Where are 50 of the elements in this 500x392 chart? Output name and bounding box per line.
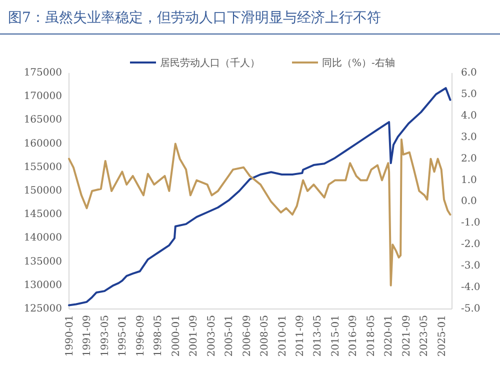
x-tick-label: 2021-09 (401, 315, 412, 357)
x-tick-label: 1998-05 (153, 315, 164, 357)
x-tick-label: 2023-05 (419, 315, 430, 357)
x-tick-label: 1993-05 (100, 315, 111, 357)
legend-label: 居民劳动人口（千人） (160, 57, 260, 69)
y-tick-label: 170000 (24, 91, 62, 102)
y2-tick-label: 6.0 (461, 68, 477, 78)
x-tick-label: 2008-05 (260, 315, 271, 357)
y-tick-label: 175000 (24, 68, 62, 78)
y-tick-label: 155000 (24, 162, 62, 173)
y-tick-label: 165000 (24, 114, 62, 126)
x-tick-label: 2006-09 (242, 315, 253, 357)
y-tick-label: 160000 (24, 138, 62, 150)
x-tick-label: 2013-05 (312, 315, 324, 357)
y2-tick-label: -2.0 (461, 239, 480, 250)
legend-label: 同比（%）-右轴 (322, 57, 395, 69)
y-tick-label: 145000 (24, 209, 62, 220)
line-series (68, 87, 452, 306)
y-tick-label: 130000 (24, 280, 62, 291)
x-tick-label: 1990-01 (64, 315, 76, 357)
y2-tick-label: 5.0 (461, 88, 477, 100)
y2-tick-label: 2.0 (461, 153, 477, 164)
x-tick-label: 2011-09 (295, 315, 306, 357)
x-tick-label: 2015-01 (330, 315, 342, 357)
y2-tick-label: -4.0 (461, 282, 480, 294)
y-tick-label: 150000 (24, 186, 62, 196)
x-tick-label: 1995-01 (118, 315, 129, 357)
x-tick-label: 2016-09 (348, 315, 360, 357)
x-tick-label: 1991-09 (82, 315, 94, 357)
x-tick-label: 2005-01 (224, 315, 236, 357)
y-tick-label: 135000 (24, 256, 62, 268)
y-tick-label: 140000 (24, 232, 62, 244)
y2-tick-label: 1.0 (461, 174, 477, 186)
line-series (68, 138, 452, 286)
x-tick-label: 2025-01 (436, 315, 448, 357)
x-tick-label: 2001-09 (188, 315, 200, 357)
y2-tick-label: -5.0 (461, 304, 480, 314)
chart-title: 图7：虽然失业率稳定，但劳动人口下滑明显与经济上行不符 (8, 10, 381, 26)
y2-tick-label: -1.0 (461, 218, 480, 229)
y2-tick-label: 0.0 (461, 196, 477, 208)
y2-tick-label: -3.0 (461, 260, 480, 272)
x-tick-label: 2003-05 (206, 315, 218, 357)
y2-tick-label: 4.0 (461, 110, 477, 122)
x-tick-label: 2000-01 (170, 315, 182, 357)
y-tick-label: 125000 (24, 304, 62, 314)
y2-tick-label: 3.0 (461, 132, 477, 143)
x-tick-label: 2018-05 (366, 315, 377, 357)
x-tick-label: 2010-01 (277, 315, 288, 357)
x-tick-label: 2020-01 (384, 315, 395, 357)
x-tick-label: 1996-09 (135, 315, 146, 357)
